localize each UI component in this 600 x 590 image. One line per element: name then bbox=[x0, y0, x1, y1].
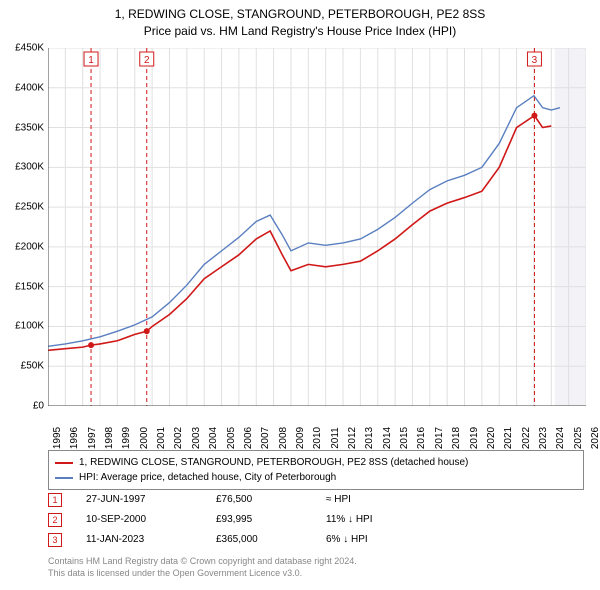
x-tick-label: 1998 bbox=[104, 427, 115, 449]
x-tick-label: 2004 bbox=[208, 427, 219, 449]
footnote-line1: Contains HM Land Registry data © Crown c… bbox=[48, 556, 357, 568]
footnote-line2: This data is licensed under the Open Gov… bbox=[48, 568, 357, 580]
x-tick-label: 2002 bbox=[173, 427, 184, 449]
legend-swatch bbox=[55, 477, 73, 479]
y-tick-label: £250K bbox=[15, 202, 44, 213]
x-tick-label: 1997 bbox=[87, 427, 98, 449]
sale-delta: 6% ↓ HPI bbox=[326, 530, 436, 550]
sale-date: 10-SEP-2000 bbox=[86, 510, 216, 530]
x-tick-label: 2015 bbox=[399, 427, 410, 449]
sale-price: £76,500 bbox=[216, 490, 326, 510]
x-tick-label: 2025 bbox=[573, 427, 584, 449]
y-tick-label: £450K bbox=[15, 43, 44, 54]
x-tick-label: 2009 bbox=[295, 427, 306, 449]
x-tick-label: 1995 bbox=[52, 427, 63, 449]
title-line2: Price paid vs. HM Land Registry's House … bbox=[0, 23, 600, 40]
x-tick-label: 2007 bbox=[260, 427, 271, 449]
sale-delta: ≈ HPI bbox=[326, 490, 436, 510]
x-tick-label: 1999 bbox=[121, 427, 132, 449]
x-tick-label: 2011 bbox=[330, 427, 341, 449]
sale-row: 2 10-SEP-2000£93,99511% ↓ HPI bbox=[48, 510, 436, 530]
x-tick-label: 2017 bbox=[434, 427, 445, 449]
x-tick-label: 2003 bbox=[191, 427, 202, 449]
x-tick-label: 2020 bbox=[486, 427, 497, 449]
x-tick-label: 2019 bbox=[469, 427, 480, 449]
x-tick-label: 2013 bbox=[364, 427, 375, 449]
x-tick-label: 2023 bbox=[538, 427, 549, 449]
sale-marker: 3 bbox=[48, 533, 62, 547]
chart-title: 1, REDWING CLOSE, STANGROUND, PETERBOROU… bbox=[0, 0, 600, 40]
x-tick-label: 2000 bbox=[139, 427, 150, 449]
x-tick-label: 2012 bbox=[347, 427, 358, 449]
legend-row: HPI: Average price, detached house, City… bbox=[55, 470, 577, 485]
sale-price: £365,000 bbox=[216, 530, 326, 550]
x-tick-label: 2005 bbox=[226, 427, 237, 449]
legend-label: HPI: Average price, detached house, City… bbox=[79, 470, 336, 485]
legend: 1, REDWING CLOSE, STANGROUND, PETERBOROU… bbox=[48, 450, 584, 490]
x-tick-label: 2010 bbox=[312, 427, 323, 449]
sale-row: 3 11-JAN-2023£365,0006% ↓ HPI bbox=[48, 530, 436, 550]
sale-marker: 1 bbox=[48, 493, 62, 507]
x-tick-label: 2022 bbox=[521, 427, 532, 449]
svg-text:3: 3 bbox=[532, 55, 538, 66]
x-tick-label: 2006 bbox=[243, 427, 254, 449]
x-tick-label: 2018 bbox=[451, 427, 462, 449]
x-tick-label: 1996 bbox=[69, 427, 80, 449]
x-tick-label: 2021 bbox=[503, 427, 514, 449]
footnote: Contains HM Land Registry data © Crown c… bbox=[48, 556, 357, 579]
svg-text:1: 1 bbox=[88, 55, 94, 66]
x-tick-label: 2024 bbox=[555, 427, 566, 449]
x-tick-label: 2001 bbox=[156, 427, 167, 449]
x-tick-label: 2016 bbox=[416, 427, 427, 449]
chart: 1 2 3 bbox=[48, 48, 586, 406]
sale-row: 1 27-JUN-1997£76,500≈ HPI bbox=[48, 490, 436, 510]
sale-price: £93,995 bbox=[216, 510, 326, 530]
sale-date: 27-JUN-1997 bbox=[86, 490, 216, 510]
y-tick-label: £150K bbox=[15, 281, 44, 292]
sale-date: 11-JAN-2023 bbox=[86, 530, 216, 550]
legend-label: 1, REDWING CLOSE, STANGROUND, PETERBOROU… bbox=[79, 455, 468, 470]
sale-delta: 11% ↓ HPI bbox=[326, 510, 436, 530]
y-tick-label: £100K bbox=[15, 321, 44, 332]
y-tick-label: £0 bbox=[33, 401, 44, 412]
y-tick-label: £50K bbox=[21, 361, 44, 372]
legend-swatch bbox=[55, 462, 73, 464]
sales-table: 1 27-JUN-1997£76,500≈ HPI 2 10-SEP-2000£93,… bbox=[48, 490, 436, 550]
x-tick-label: 2026 bbox=[590, 427, 600, 449]
y-tick-label: £350K bbox=[15, 122, 44, 133]
svg-text:2: 2 bbox=[144, 55, 150, 66]
legend-row: 1, REDWING CLOSE, STANGROUND, PETERBOROU… bbox=[55, 455, 577, 470]
y-tick-label: £200K bbox=[15, 241, 44, 252]
x-tick-label: 2008 bbox=[278, 427, 289, 449]
title-line1: 1, REDWING CLOSE, STANGROUND, PETERBOROU… bbox=[0, 6, 600, 23]
y-tick-label: £400K bbox=[15, 82, 44, 93]
x-tick-label: 2014 bbox=[382, 427, 393, 449]
y-tick-label: £300K bbox=[15, 162, 44, 173]
sale-marker: 2 bbox=[48, 513, 62, 527]
